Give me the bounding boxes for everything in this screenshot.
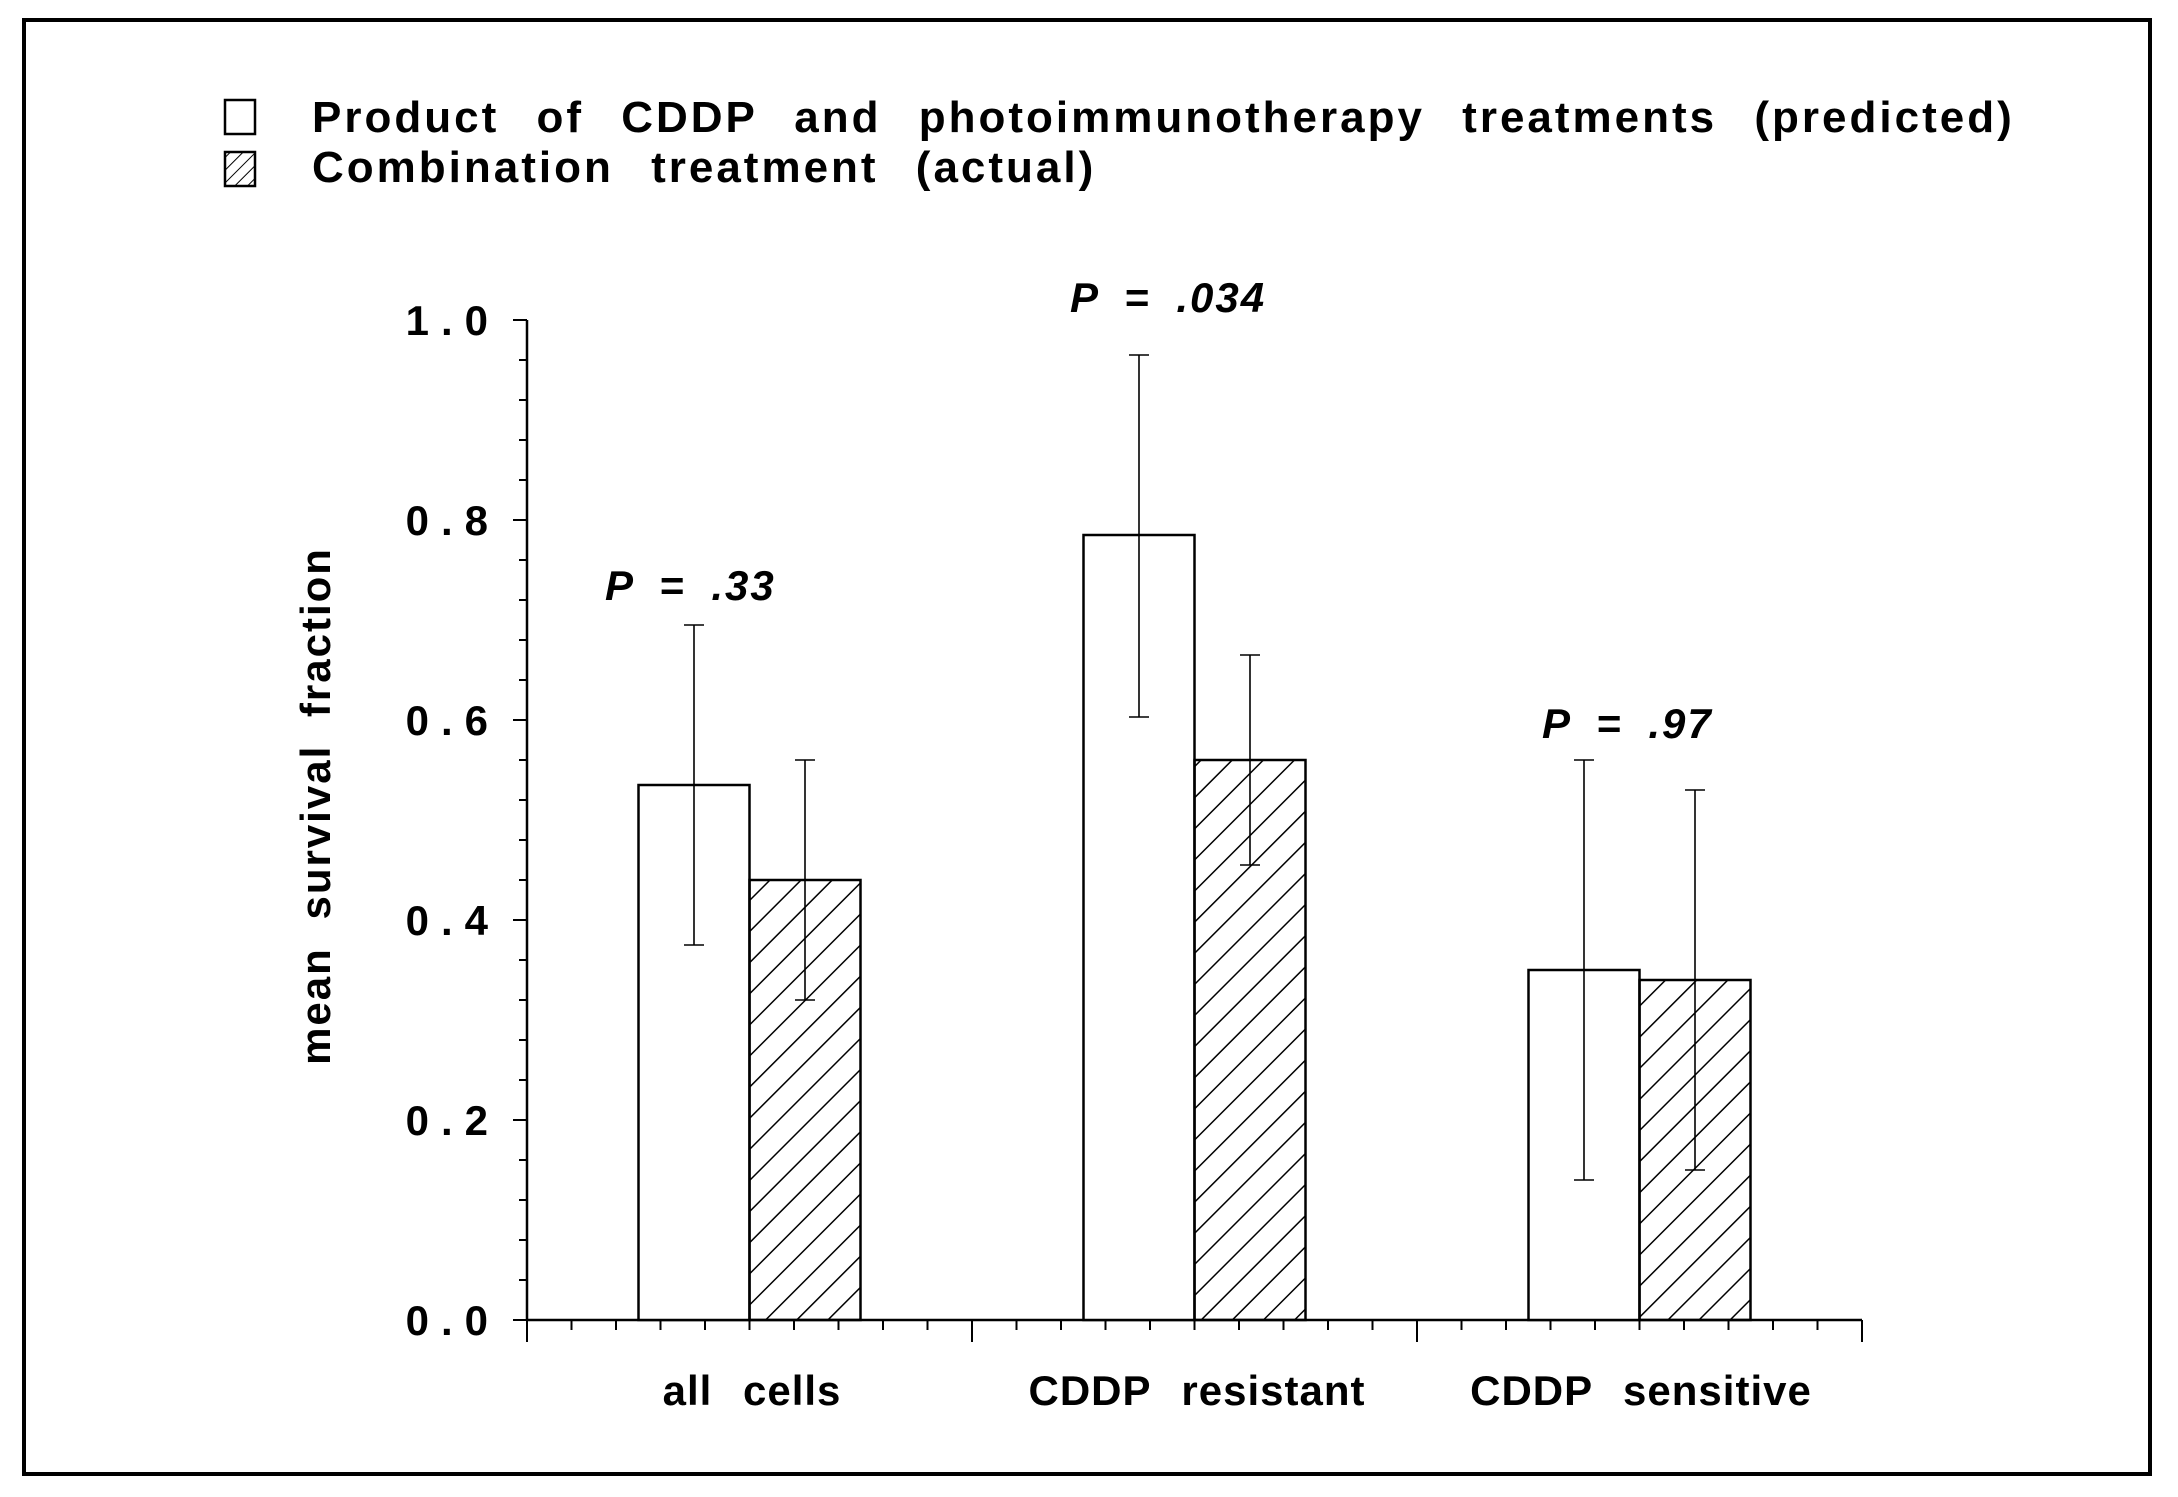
y-tick-label: 0.0 xyxy=(406,1297,500,1344)
y-axis-label: mean survival fraction xyxy=(292,547,339,1065)
y-tick-label: 0.2 xyxy=(406,1097,500,1144)
x-axis xyxy=(526,1318,1863,1342)
p-value-cddp-resistant: P = .034 xyxy=(1070,274,1266,321)
annotations: P = .33 P = .034 P = .97 xyxy=(605,274,1713,747)
y-axis: 0.0 0.2 0.4 0.6 0.8 1.0 xyxy=(406,297,529,1344)
category-label-cddp-resistant: CDDP resistant xyxy=(1029,1367,1366,1414)
legend-swatch-predicted xyxy=(223,98,257,136)
category-label-all-cells: all cells xyxy=(663,1367,842,1414)
bars-group xyxy=(637,533,1752,1322)
y-tick-label: 0.6 xyxy=(406,697,500,744)
category-label-cddp-sensitive: CDDP sensitive xyxy=(1470,1367,1812,1414)
p-value-cddp-sensitive: P = .97 xyxy=(1542,700,1713,747)
error-bars-group xyxy=(684,354,1705,1181)
y-tick-label: 0.8 xyxy=(406,497,500,544)
p-value-all-cells: P = .33 xyxy=(605,562,776,609)
legend: Product of CDDP and photoimmunotherapy t… xyxy=(223,93,2015,192)
legend-swatch-actual xyxy=(223,150,257,188)
category-labels: all cells CDDP resistant CDDP sensitive xyxy=(663,1367,1812,1414)
legend-label-actual: Combination treatment (actual) xyxy=(312,143,1096,192)
y-tick-label: 0.4 xyxy=(406,897,500,944)
y-tick-label: 1.0 xyxy=(406,297,500,344)
legend-label-predicted: Product of CDDP and photoimmunotherapy t… xyxy=(312,93,2015,142)
